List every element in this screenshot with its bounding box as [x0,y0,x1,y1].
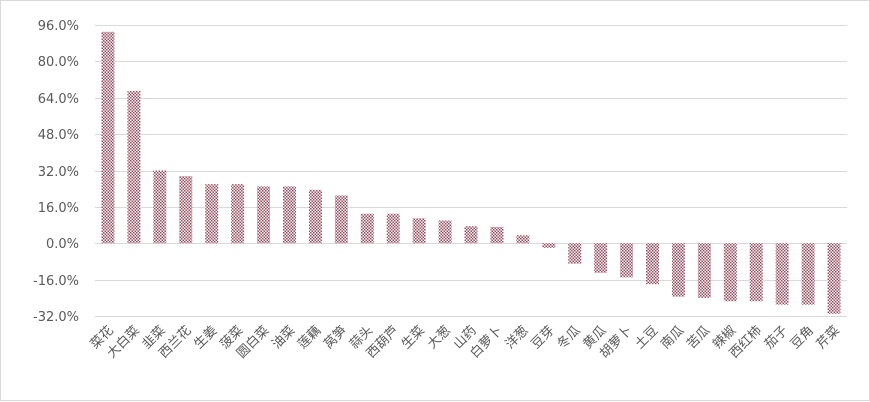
bar [594,243,608,273]
bar [464,226,478,244]
bar [412,218,426,244]
bar [205,184,219,244]
y-tick-label: -32.0% [33,310,79,325]
bar [646,243,659,285]
bar [775,243,789,305]
y-tick-label: 48.0% [38,128,79,143]
x-category-label: 油菜 [269,323,298,352]
y-tick-label: -16.0% [33,274,79,289]
bar [568,243,582,264]
x-category-label: 豆芽 [529,323,558,352]
x-category-label: 苦瓜 [683,323,713,353]
y-tick-label: 32.0% [38,165,79,180]
y-axis-tick-labels: 96.0% 80.0% 64.0% 48.0% 32.0% 16.0% 0.0% -16.0%… [33,19,79,325]
x-category-label: 莲藕 [295,323,324,352]
bars [101,31,841,314]
y-tick-label: 16.0% [38,201,79,216]
bar [671,243,685,297]
bar [308,189,322,244]
y-tick-label: 0.0% [46,237,79,252]
bar [620,243,634,278]
bar [438,220,452,244]
bar [179,176,193,244]
bar [490,226,504,244]
x-axis-category-labels: 菜花大白菜韭菜西兰花生姜菠菜圆白菜油菜莲藕莴笋蒜头西葫芦生菜大葱山药白萝卜洋葱豆… [87,323,843,362]
y-tick-label: 96.0% [38,19,79,34]
x-category-label: 豆角 [788,323,817,352]
bar [749,243,763,302]
x-category-label: 芹菜 [814,323,843,352]
bar [257,186,271,244]
x-category-label: 土豆 [632,323,661,352]
bar [127,90,141,244]
x-category-label: 冬瓜 [554,323,584,353]
x-category-label: 生菜 [399,323,428,352]
bar [516,235,530,244]
x-category-label: 南瓜 [658,323,688,353]
bar [360,213,374,244]
bar [283,186,296,244]
bar [386,213,400,244]
x-category-label: 莴笋 [320,323,350,353]
x-category-label: 大葱 [425,323,454,352]
x-category-label: 洋葱 [503,323,532,352]
bar [101,31,115,244]
bar [231,184,245,244]
bar [697,243,711,298]
x-category-label: 茄子 [762,323,791,352]
y-tick-label: 80.0% [38,55,79,70]
bar [801,243,815,305]
bar [153,170,167,244]
y-tick-label: 64.0% [38,92,79,107]
bar [827,243,841,314]
bar [723,243,737,302]
bar [542,243,556,248]
x-category-label: 生姜 [192,323,221,352]
gridlines [95,25,847,317]
bar [334,195,348,244]
